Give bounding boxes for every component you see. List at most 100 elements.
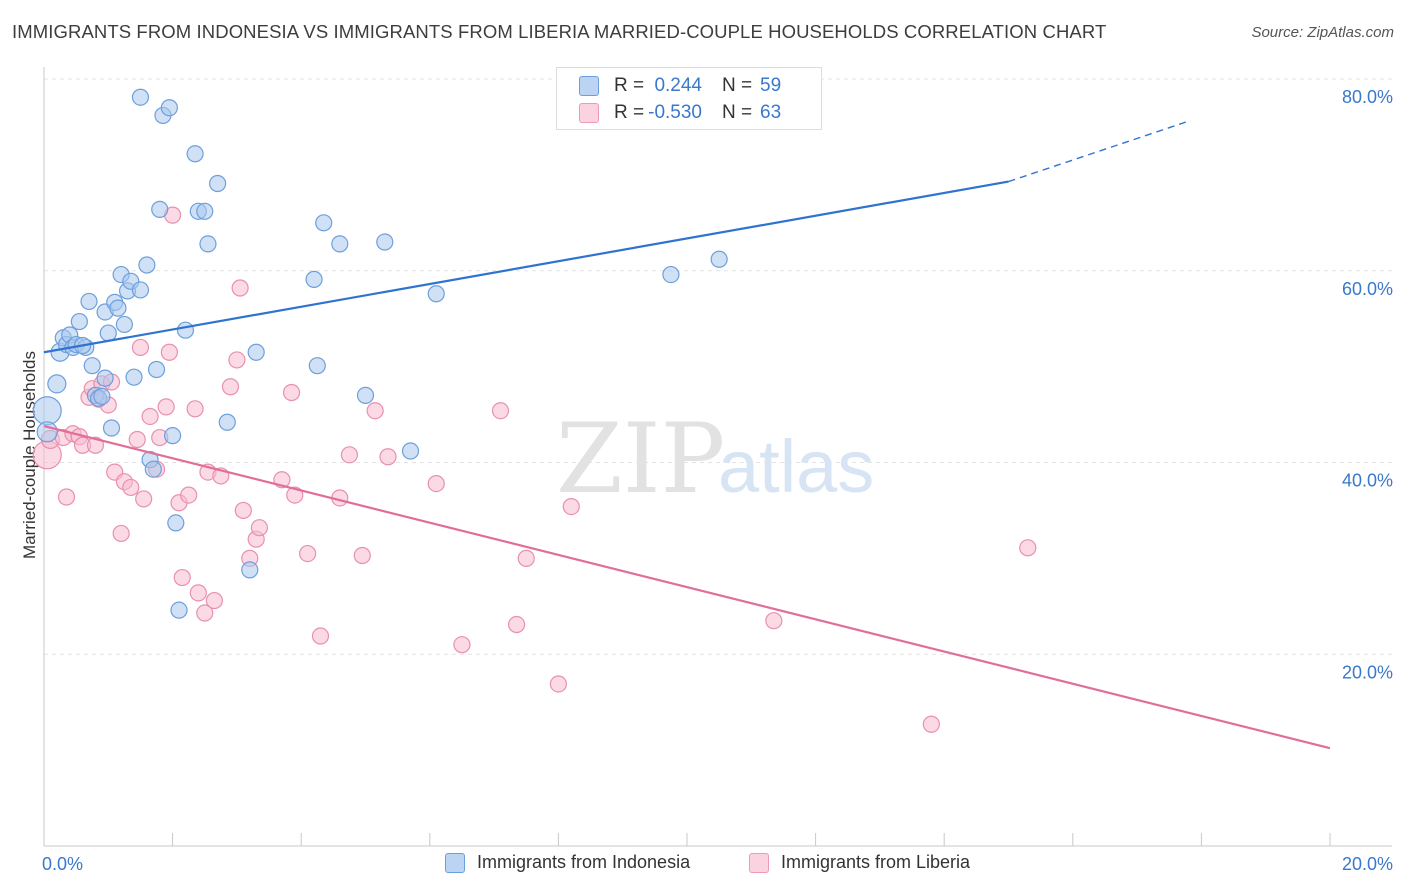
liberia-point (549, 675, 568, 693)
indonesia-point (125, 368, 143, 386)
legend-label: Immigrants from Indonesia (477, 852, 691, 872)
indonesia-point (241, 561, 259, 579)
indonesia-points (32, 88, 728, 619)
legend-item-liberia[interactable]: Immigrants from Liberia (749, 852, 970, 873)
liberia-point (135, 490, 153, 508)
indonesia-point (131, 88, 150, 106)
indonesia-point (247, 343, 265, 361)
indonesia-point (93, 387, 111, 405)
liberia-point (122, 478, 140, 497)
y-tick-label: 60.0% (1342, 279, 1393, 299)
liberia-point (205, 591, 223, 610)
watermark-zip: ZIP (556, 403, 725, 515)
indonesia-point (331, 235, 349, 253)
liberia-point (131, 338, 150, 357)
grid-lines (44, 78, 1392, 655)
liberia-point (1019, 539, 1037, 557)
trend-lines (43, 120, 1331, 750)
indonesia-point (102, 419, 121, 437)
indonesia-point (138, 256, 156, 274)
legend-label: Immigrants from Liberia (781, 852, 971, 872)
r-label: R = (614, 75, 645, 96)
liberia-point (765, 612, 783, 630)
indonesia-point (70, 312, 88, 331)
liberia-point (453, 636, 471, 654)
indonesia-point (218, 413, 236, 431)
liberia-point (353, 546, 371, 565)
x-tick-label: 0.0% (42, 854, 83, 874)
indonesia-point (115, 315, 133, 334)
indonesia-point (356, 386, 375, 404)
liberia-point (340, 446, 359, 464)
indonesia-point (147, 360, 166, 379)
indonesia-point (36, 421, 58, 443)
indonesia-point (376, 233, 394, 251)
n-label: N = (722, 75, 753, 96)
indonesia-point (196, 202, 214, 220)
liberia-point (141, 407, 159, 426)
r-value: 0.244 (654, 75, 702, 96)
indonesia-point (305, 270, 323, 288)
liberia-point (311, 627, 330, 645)
indonesia-point (109, 299, 127, 317)
indonesia-point (83, 357, 101, 375)
liberia-point (562, 498, 580, 516)
indonesia-point (710, 250, 728, 268)
indonesia-point (186, 145, 204, 163)
legend-row-liberia: R = -0.530 N = 63 (579, 101, 781, 125)
indonesia-point (308, 357, 326, 375)
indonesia-point (32, 396, 62, 426)
indonesia-point (80, 292, 98, 311)
legend-item-indonesia[interactable]: Immigrants from Indonesia (445, 852, 690, 873)
liberia-point (157, 398, 175, 416)
liberia-trend-line (43, 425, 1331, 750)
indonesia-point (151, 200, 169, 218)
liberia-point (180, 486, 198, 504)
liberia-point (379, 448, 397, 466)
liberia-point (196, 604, 214, 622)
liberia-point (250, 519, 269, 537)
liberia-point (231, 279, 249, 297)
legend-row-indonesia: R = 0.244 N = 59 (579, 74, 781, 98)
y-tick-label: 80.0% (1342, 87, 1393, 107)
source-label: Source: ZipAtlas.com (1251, 24, 1394, 41)
indonesia-trend-extension (1008, 120, 1189, 183)
liberia-point (128, 430, 146, 449)
indonesia-point (160, 99, 178, 117)
liberia-point (221, 378, 240, 396)
liberia-point (234, 501, 252, 520)
indonesia-point (47, 374, 67, 394)
watermark: ZIP atlas (556, 403, 874, 515)
liberia-point (922, 715, 940, 733)
tick-labels: 20.0% 40.0% 60.0% 80.0% 0.0% 20.0% (42, 87, 1393, 874)
indonesia-point (96, 369, 114, 387)
indonesia-point (164, 427, 182, 445)
legend-swatch-pink (579, 103, 599, 123)
liberia-point (427, 474, 445, 493)
r-value: -0.530 (648, 102, 702, 123)
liberia-point (57, 488, 76, 506)
indonesia-point (176, 321, 195, 339)
liberia-point (189, 584, 207, 602)
liberia-point (228, 351, 246, 369)
n-value: 59 (760, 75, 782, 96)
indonesia-point (167, 514, 185, 532)
watermark-atlas: atlas (718, 425, 874, 508)
liberia-point (491, 402, 510, 420)
liberia-point (286, 486, 304, 504)
liberia-point (299, 544, 317, 563)
indonesia-point (315, 214, 333, 232)
liberia-point (186, 400, 204, 418)
chart-title: IMMIGRANTS FROM INDONESIA VS IMMIGRANTS … (12, 21, 1107, 42)
indonesia-point (662, 265, 680, 284)
liberia-point (282, 383, 301, 402)
r-label: R = (614, 102, 645, 123)
indonesia-point (99, 324, 117, 342)
liberia-point (112, 524, 130, 543)
liberia-point (86, 436, 105, 454)
y-tick-label: 40.0% (1342, 471, 1393, 491)
indonesia-point (209, 174, 227, 193)
indonesia-point (401, 442, 420, 460)
legend-swatch-pink (749, 852, 769, 873)
legend-swatch-blue (445, 852, 465, 873)
